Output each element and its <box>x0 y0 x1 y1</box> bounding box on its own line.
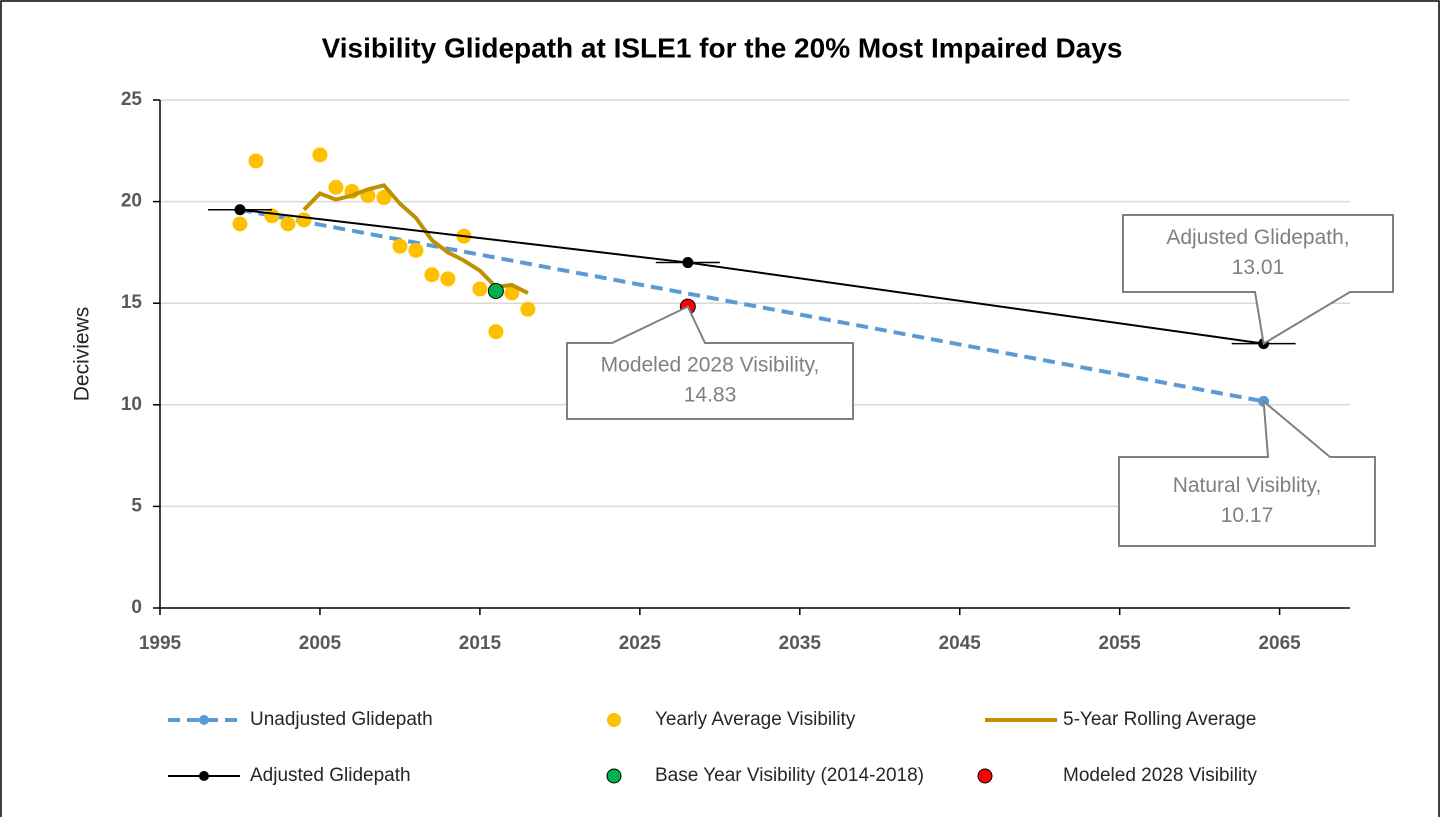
y-tick-label: 25 <box>121 89 143 110</box>
y-tick-label: 20 <box>121 191 142 212</box>
callout-text: Adjusted Glidepath, <box>1166 226 1349 249</box>
callout-text: Modeled 2028 Visibility, <box>601 354 820 377</box>
legend-marker <box>199 771 209 781</box>
x-tick-label: 2065 <box>1258 633 1301 654</box>
y-axis-label: Deciviews <box>71 307 94 402</box>
point <box>682 257 694 269</box>
point <box>424 267 440 283</box>
point <box>376 190 392 206</box>
point <box>392 238 408 254</box>
x-tick-label: 2005 <box>299 633 342 654</box>
callout <box>566 305 854 420</box>
callout-text: 13.01 <box>1232 256 1285 279</box>
legend-label: Base Year Visibility (2014-2018) <box>655 765 924 786</box>
y-tick-label: 5 <box>131 495 142 516</box>
point <box>264 208 280 224</box>
point <box>232 216 248 232</box>
legend-label: Modeled 2028 Visibility <box>1063 765 1257 786</box>
legend-label: Unadjusted Glidepath <box>250 709 433 730</box>
x-tick-label: 1995 <box>139 633 182 654</box>
y-tick-label: 0 <box>131 597 142 618</box>
series-line <box>239 207 1264 404</box>
point <box>504 285 520 301</box>
y-tick-label: 15 <box>121 292 143 313</box>
point <box>234 204 246 216</box>
point <box>487 283 504 300</box>
point <box>248 153 264 169</box>
callout <box>1118 399 1376 547</box>
point <box>520 301 536 317</box>
callout <box>1122 214 1394 346</box>
legend-marker <box>977 768 993 784</box>
callout-text: 14.83 <box>684 384 737 407</box>
point <box>440 271 456 287</box>
callout-text: Natural Visiblity, <box>1173 474 1322 497</box>
legend-label: Yearly Average Visibility <box>655 709 856 730</box>
chart-title: Visibility Glidepath at ISLE1 for the 20… <box>322 32 1123 63</box>
point <box>328 179 344 195</box>
callout-text: 10.17 <box>1221 504 1274 527</box>
x-tick-label: 2015 <box>459 633 502 654</box>
y-tick-label: 10 <box>121 394 142 415</box>
legend-label: 5-Year Rolling Average <box>1063 709 1256 730</box>
point <box>408 242 424 258</box>
series-line <box>302 183 529 295</box>
point <box>488 324 504 340</box>
x-tick-label: 2025 <box>619 633 662 654</box>
point <box>472 281 488 297</box>
series-line <box>239 208 1264 345</box>
legend-marker <box>607 713 621 727</box>
legend-label: Adjusted Glidepath <box>250 765 411 786</box>
x-tick-label: 2055 <box>1099 633 1142 654</box>
point <box>312 147 328 163</box>
point <box>280 216 296 232</box>
legend-marker <box>606 768 622 784</box>
x-tick-label: 2045 <box>939 633 982 654</box>
x-tick-label: 2035 <box>779 633 822 654</box>
point <box>296 212 312 228</box>
legend-marker <box>199 715 209 725</box>
